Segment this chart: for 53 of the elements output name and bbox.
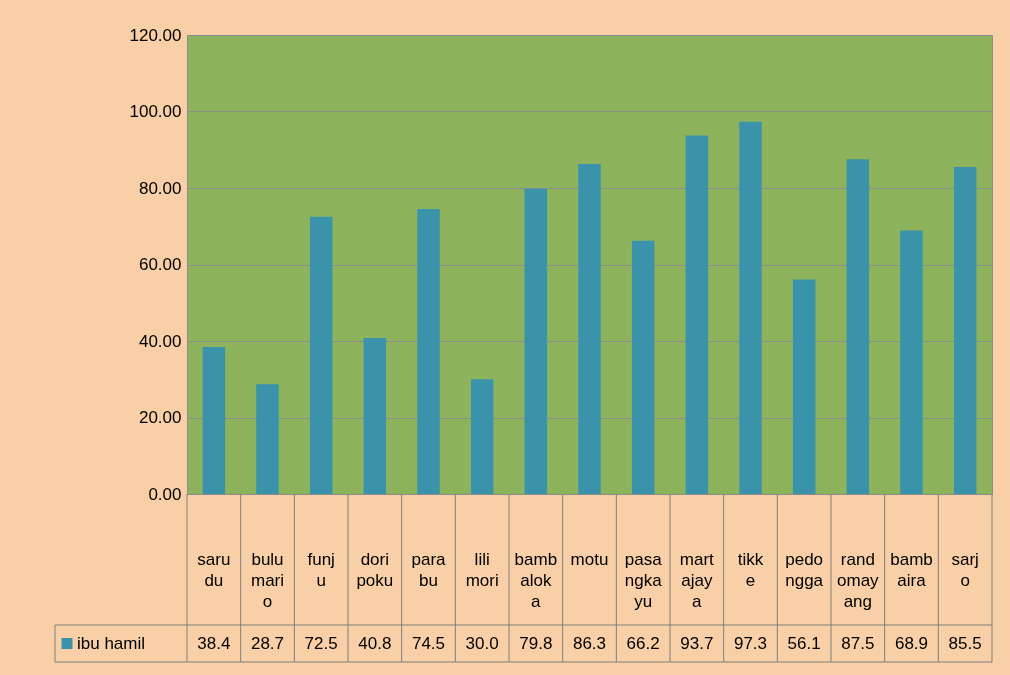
x-tick-label: parabu: [411, 550, 447, 590]
y-tick-label: 40.00: [138, 331, 182, 351]
data-label: 85.5: [948, 633, 982, 653]
data-label: 97.3: [733, 633, 768, 653]
bar: [470, 379, 494, 494]
bar: [524, 188, 548, 494]
x-tick-label: bulumario: [250, 550, 285, 611]
y-tick-label: 100.00: [129, 102, 182, 121]
x-tick-label: martajaya: [679, 550, 715, 611]
bar: [363, 337, 387, 494]
bar: [846, 159, 870, 494]
data-label: 66.2: [626, 633, 660, 653]
x-tick-label: pasangkayu: [624, 550, 663, 611]
data-label: 79.8: [519, 633, 553, 653]
bar: [685, 135, 709, 494]
data-label: 38.4: [197, 633, 231, 653]
data-label: 87.5: [841, 633, 875, 653]
x-tick-label: motu: [570, 550, 609, 569]
x-tick-label: sarjo: [951, 550, 979, 590]
x-tick-label: bambaira: [890, 550, 933, 590]
x-tick-label: randomayang: [837, 550, 880, 611]
y-tick-label: 0.00: [148, 484, 182, 504]
x-tick-label: pedongga: [785, 550, 824, 590]
data-label: 93.7: [680, 633, 714, 653]
bar: [953, 166, 977, 494]
x-tick-label: bambaloka: [514, 550, 558, 611]
bar: [900, 230, 923, 494]
data-label: 30.0: [465, 633, 499, 653]
bar: [631, 240, 655, 494]
bar: [202, 347, 226, 494]
y-tick-label: 80.00: [138, 178, 182, 198]
x-tick-label: funju: [307, 550, 335, 590]
y-tick-label: 20.00: [138, 408, 182, 427]
x-tick-label: tikke: [737, 550, 764, 590]
data-label: 68.9: [894, 633, 929, 653]
legend-label: ibu hamil: [77, 633, 146, 653]
data-label: 40.8: [358, 633, 392, 653]
x-tick-label: lilimori: [465, 550, 499, 590]
data-label: 86.3: [572, 633, 607, 653]
data-label: 56.1: [787, 633, 821, 653]
bar: [309, 216, 333, 494]
bar: [792, 279, 816, 494]
bar: [256, 384, 279, 494]
bar: [739, 121, 762, 494]
x-tick-label: sarudu: [197, 550, 231, 590]
y-tick-label: 60.00: [138, 255, 182, 274]
bar: [578, 163, 601, 494]
data-label: 72.5: [304, 633, 338, 653]
data-label: 28.7: [250, 633, 285, 653]
x-tick-label: doripoku: [356, 550, 394, 590]
bar: [417, 209, 440, 494]
data-label: 74.5: [411, 633, 446, 653]
y-tick-label: 120.00: [129, 25, 182, 45]
